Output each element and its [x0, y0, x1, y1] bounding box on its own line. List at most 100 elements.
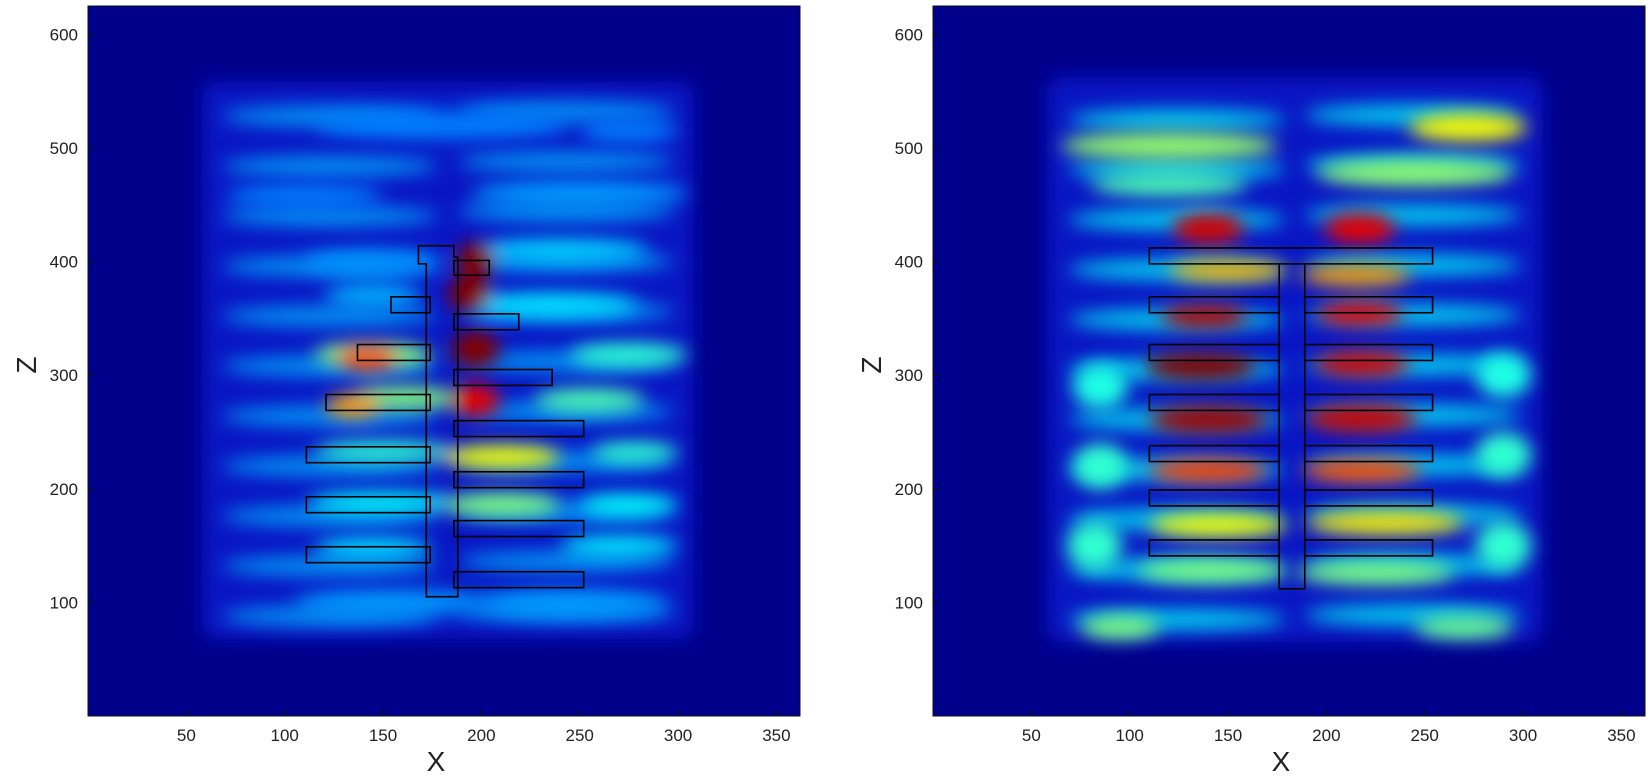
heatmap-panel-2: 50 100 150 200 250 300 350 100 200 300 400 500 600 X Z — [856, 5, 1646, 777]
field-band — [457, 201, 675, 222]
intensity-hotspot — [1145, 352, 1256, 380]
field-band — [221, 555, 439, 577]
x-tick-label: 200 — [467, 726, 495, 745]
intensity-hotspot — [447, 275, 492, 312]
x-tick-label: 350 — [762, 726, 790, 745]
intensity-hotspot — [1072, 363, 1128, 410]
intensity-hotspot — [471, 589, 669, 615]
field-band — [457, 551, 675, 572]
y-tick-label: 600 — [895, 25, 923, 44]
structure-fin — [453, 259, 491, 277]
x-tick-label: 300 — [1509, 726, 1537, 745]
field-band — [1068, 159, 1286, 180]
structure-fin — [305, 445, 432, 464]
intensity-hotspot — [1169, 260, 1288, 281]
structure-fin — [1148, 343, 1280, 362]
intensity-hotspot — [1306, 404, 1417, 433]
intensity-hotspot — [1066, 520, 1122, 571]
intensity-hotspot — [442, 445, 561, 469]
field-band — [457, 151, 675, 172]
intensity-hotspot — [591, 442, 679, 463]
structure-fin — [453, 519, 585, 538]
y-tick-label: 500 — [895, 139, 923, 158]
intensity-hotspot — [1072, 443, 1128, 489]
intensity-hotspot — [335, 345, 399, 371]
structure-outline — [1148, 247, 1434, 590]
structure-spine — [417, 244, 459, 598]
axes-frame — [932, 5, 1646, 717]
intensity-hotspot — [1161, 304, 1248, 328]
structure-fin — [1148, 539, 1280, 557]
x-tick-label: 150 — [1214, 726, 1242, 745]
intensity-hotspot — [534, 388, 645, 412]
intensity-hotspot — [1316, 160, 1514, 186]
intensity-hotspot — [1314, 351, 1409, 377]
x-axis-label: X — [1272, 746, 1291, 777]
intensity-hotspot — [1316, 302, 1404, 326]
x-tick-label: 100 — [270, 726, 298, 745]
intensity-hotspot — [451, 330, 500, 368]
intensity-hotspot — [579, 119, 679, 143]
x-tick-label: 300 — [664, 726, 692, 745]
intensity-hotspot — [225, 184, 384, 208]
intensity-hotspot — [569, 343, 688, 367]
structure-fin — [453, 419, 585, 438]
intensity-hotspot — [471, 180, 688, 206]
x-tick-label: 50 — [177, 726, 196, 745]
intensity-hotspot — [1414, 616, 1514, 639]
intensity-hotspot — [324, 284, 423, 308]
intensity-hotspot — [314, 537, 433, 559]
y-tick-label: 600 — [50, 25, 78, 44]
y-tick-label: 200 — [50, 480, 78, 499]
y-tick-label: 300 — [895, 366, 923, 385]
x-tick-label: 50 — [1022, 726, 1041, 745]
intensity-hotspot — [308, 492, 458, 513]
intensity-hotspot — [1475, 520, 1531, 571]
intensity-hotspot — [1172, 213, 1244, 244]
structure-fin — [1148, 296, 1280, 314]
x-tick-label: 250 — [1411, 726, 1439, 745]
intensity-hotspot — [442, 493, 561, 517]
y-axis-label: Z — [856, 356, 887, 373]
y-tick-label: 300 — [50, 366, 78, 385]
intensity-hotspot — [1149, 405, 1268, 434]
intensity-hotspot — [314, 111, 570, 139]
structure-fin — [1303, 444, 1434, 463]
intensity-hotspot — [1296, 561, 1455, 585]
structure-fin — [356, 343, 432, 362]
y-tick-label: 100 — [50, 593, 78, 612]
intensity-hotspot — [1475, 352, 1531, 398]
intensity-hotspot — [314, 441, 452, 462]
intensity-hotspot — [1300, 265, 1411, 286]
intensity-hotspot — [1475, 432, 1531, 478]
intensity-hotspot — [1090, 172, 1248, 196]
field-band — [221, 155, 439, 177]
field-band — [221, 305, 439, 327]
x-tick-label: 100 — [1115, 726, 1143, 745]
intensity-hotspot — [1306, 511, 1465, 535]
y-tick-label: 500 — [50, 139, 78, 158]
intensity-hotspot — [461, 293, 639, 317]
x-tick-label: 250 — [566, 726, 594, 745]
structure-fin — [1303, 296, 1434, 314]
intensity-hotspot — [1149, 459, 1268, 482]
intensity-hotspot — [1137, 559, 1288, 582]
structure-fin — [1303, 539, 1434, 557]
structure-fin — [453, 570, 585, 589]
structure-fin — [305, 495, 432, 514]
intensity-hotspot — [294, 589, 492, 615]
intensity-hotspot — [1302, 459, 1421, 482]
y-tick-label: 100 — [895, 593, 923, 612]
intensity-hotspot — [304, 250, 443, 273]
structure-fin — [1303, 393, 1434, 412]
x-tick-label: 200 — [1312, 726, 1340, 745]
intensity-hotspot — [1408, 113, 1527, 142]
y-tick-label: 200 — [895, 480, 923, 499]
structure-spine — [1148, 247, 1434, 590]
structure-fin — [390, 296, 432, 314]
x-tick-label: 150 — [369, 726, 397, 745]
field-band — [221, 205, 439, 227]
structure-fin — [305, 545, 432, 564]
intensity-hotspot — [325, 394, 382, 418]
structure-fin — [1303, 343, 1434, 362]
